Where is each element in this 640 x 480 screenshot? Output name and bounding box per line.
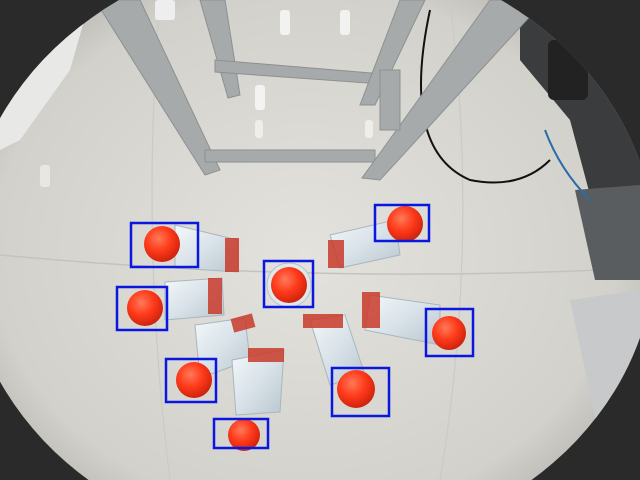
water-bottle [127, 277, 225, 326]
water-bottle [328, 206, 423, 269]
water-bottle [228, 348, 285, 451]
detection-box [129, 221, 200, 269]
water-bottle [362, 292, 466, 350]
detection-box [424, 307, 475, 358]
metal-frame [94, 0, 547, 181]
water-bottle [144, 224, 239, 273]
detection-box [262, 259, 315, 309]
bottles [127, 206, 466, 451]
detection-box [115, 285, 169, 332]
detection-box [212, 417, 270, 450]
detection-box [330, 366, 391, 418]
detection-box [373, 203, 431, 243]
water-bottle [266, 262, 312, 308]
detection-box [164, 357, 218, 404]
